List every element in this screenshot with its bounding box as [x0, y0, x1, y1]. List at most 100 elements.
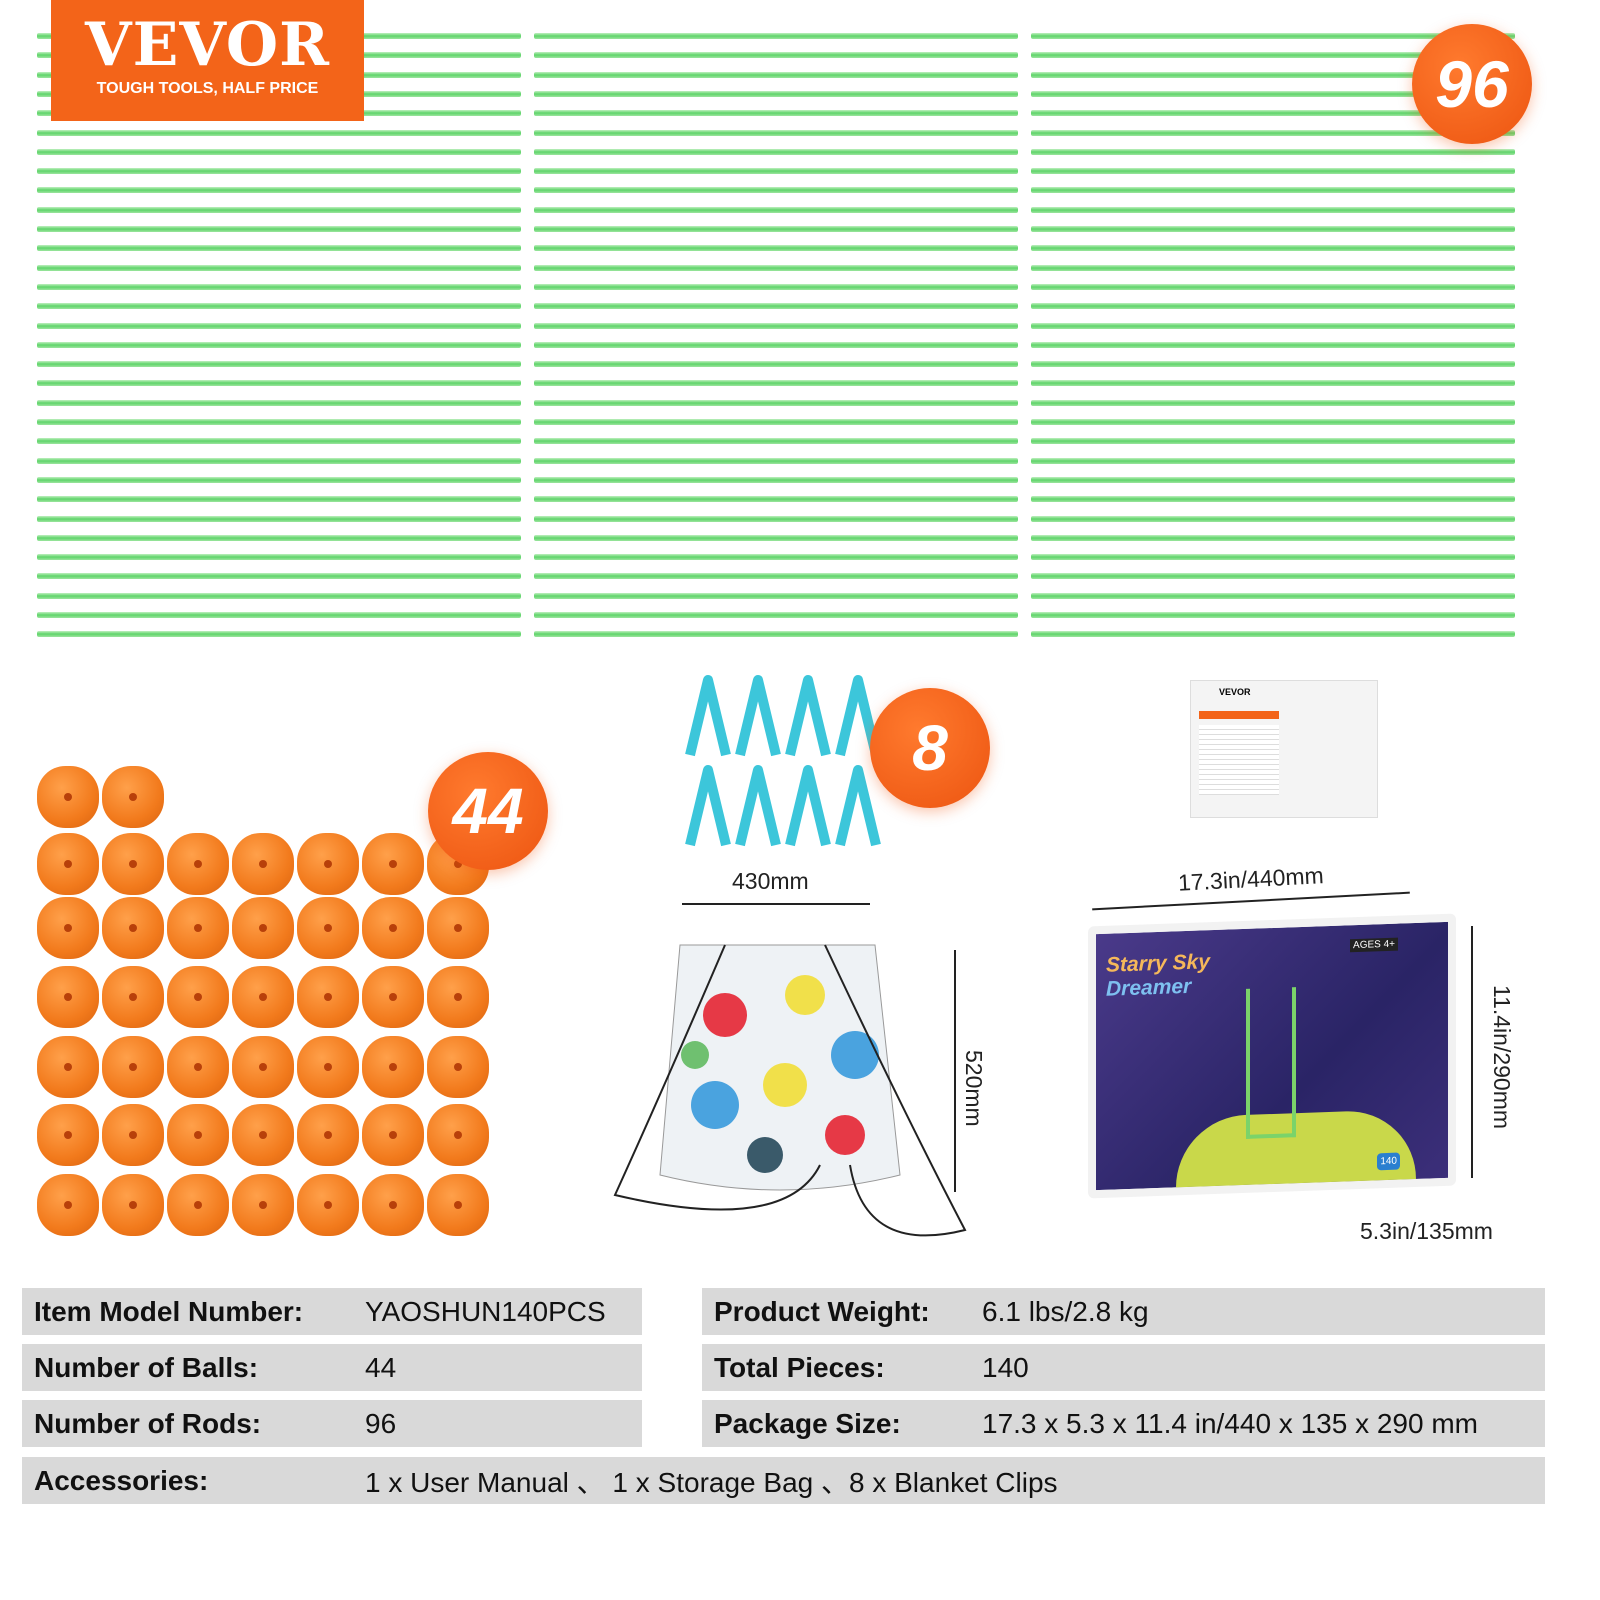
ball	[427, 966, 489, 1028]
rod	[37, 303, 521, 310]
rod	[37, 592, 521, 599]
rod	[37, 534, 521, 541]
rod	[1031, 245, 1515, 252]
rod	[37, 322, 521, 329]
blanket-clips	[685, 675, 881, 847]
spec-value: 140	[982, 1351, 1029, 1383]
rod	[37, 496, 521, 503]
rod	[1031, 71, 1515, 78]
rod	[1031, 496, 1515, 503]
ball	[232, 897, 294, 959]
spec-key: Total Pieces:	[714, 1351, 885, 1383]
rod	[534, 515, 1018, 522]
spec-key: Product Weight:	[714, 1295, 930, 1327]
product-box: Starry Sky Dreamer AGES 4+ 140	[1088, 913, 1456, 1199]
rod	[37, 264, 521, 271]
spec-row-model: Item Model Number: YAOSHUN140PCS	[22, 1288, 642, 1335]
manual-brand: VEVOR	[1219, 687, 1251, 697]
rod	[37, 515, 521, 522]
ball	[102, 1036, 164, 1098]
rod	[534, 399, 1018, 406]
rod	[534, 438, 1018, 445]
rod	[1031, 303, 1515, 310]
ball	[37, 966, 99, 1028]
ball	[167, 966, 229, 1028]
box-length-label: 17.3in/440mm	[1177, 862, 1325, 896]
rod	[37, 129, 521, 136]
rod	[37, 631, 521, 638]
ball	[167, 833, 229, 895]
rod	[1031, 341, 1515, 348]
ball	[232, 1036, 294, 1098]
rod	[1031, 515, 1515, 522]
ball	[37, 1036, 99, 1098]
ball	[167, 897, 229, 959]
bag-height-arrow	[954, 950, 956, 1192]
box-title-2: Dreamer	[1106, 974, 1192, 1001]
ball	[427, 1174, 489, 1236]
ball	[232, 833, 294, 895]
rod	[534, 341, 1018, 348]
rod	[1031, 573, 1515, 580]
spec-value: 6.1 lbs/2.8 kg	[982, 1295, 1149, 1327]
spec-key: Number of Rods:	[34, 1407, 262, 1439]
box-length-arrow	[1092, 891, 1410, 911]
rod	[37, 380, 521, 387]
box-depth-label: 5.3in/135mm	[1360, 1218, 1493, 1244]
rod	[37, 187, 521, 194]
bag-height-label: 520mm	[961, 1050, 987, 1127]
rod	[37, 341, 521, 348]
ball	[37, 1104, 99, 1166]
bag-width-arrow	[682, 903, 870, 905]
rod	[1031, 283, 1515, 290]
spec-value: 96	[365, 1407, 397, 1439]
rod	[534, 322, 1018, 329]
rod	[1031, 33, 1515, 39]
rod	[534, 148, 1018, 155]
rod	[37, 438, 521, 445]
rod	[534, 380, 1018, 387]
rod	[1031, 457, 1515, 464]
ball	[232, 1104, 294, 1166]
user-manual: VEVOR	[1190, 680, 1378, 818]
ball	[297, 966, 359, 1028]
ball	[102, 833, 164, 895]
ball	[232, 1174, 294, 1236]
logo-tagline: TOUGH TOOLS, HALF PRICE	[96, 80, 319, 97]
spec-key: Package Size:	[714, 1407, 901, 1439]
ball	[297, 897, 359, 959]
rod	[534, 457, 1018, 464]
rod	[1031, 226, 1515, 232]
rod	[1031, 612, 1515, 618]
vevor-logo: VEVOR TOUGH TOOLS, HALF PRICE	[51, 0, 364, 121]
rod	[1031, 361, 1515, 368]
rod	[534, 187, 1018, 194]
ball	[102, 766, 164, 828]
ball	[362, 966, 424, 1028]
rod	[37, 419, 521, 425]
rod	[37, 612, 521, 618]
spec-value: 17.3 x 5.3 x 11.4 in/440 x 135 x 290 mm	[982, 1407, 1479, 1439]
rod	[37, 399, 521, 406]
rod	[534, 534, 1018, 541]
ball	[37, 833, 99, 895]
rod	[1031, 554, 1515, 561]
rod	[1031, 399, 1515, 406]
rod	[534, 264, 1018, 271]
rod	[534, 612, 1018, 618]
rod	[534, 361, 1018, 368]
rod	[1031, 148, 1515, 155]
rod	[1031, 438, 1515, 445]
ball	[232, 966, 294, 1028]
ball	[362, 1174, 424, 1236]
rod	[534, 303, 1018, 310]
rod	[534, 631, 1018, 638]
ball	[297, 1104, 359, 1166]
rod	[1031, 168, 1515, 175]
box-height-label: 11.4in/290mm	[1489, 985, 1515, 1130]
ball	[102, 1174, 164, 1236]
rod	[37, 168, 521, 175]
rod	[1031, 187, 1515, 194]
rod	[534, 283, 1018, 290]
balls-count-badge: 44	[428, 752, 548, 870]
